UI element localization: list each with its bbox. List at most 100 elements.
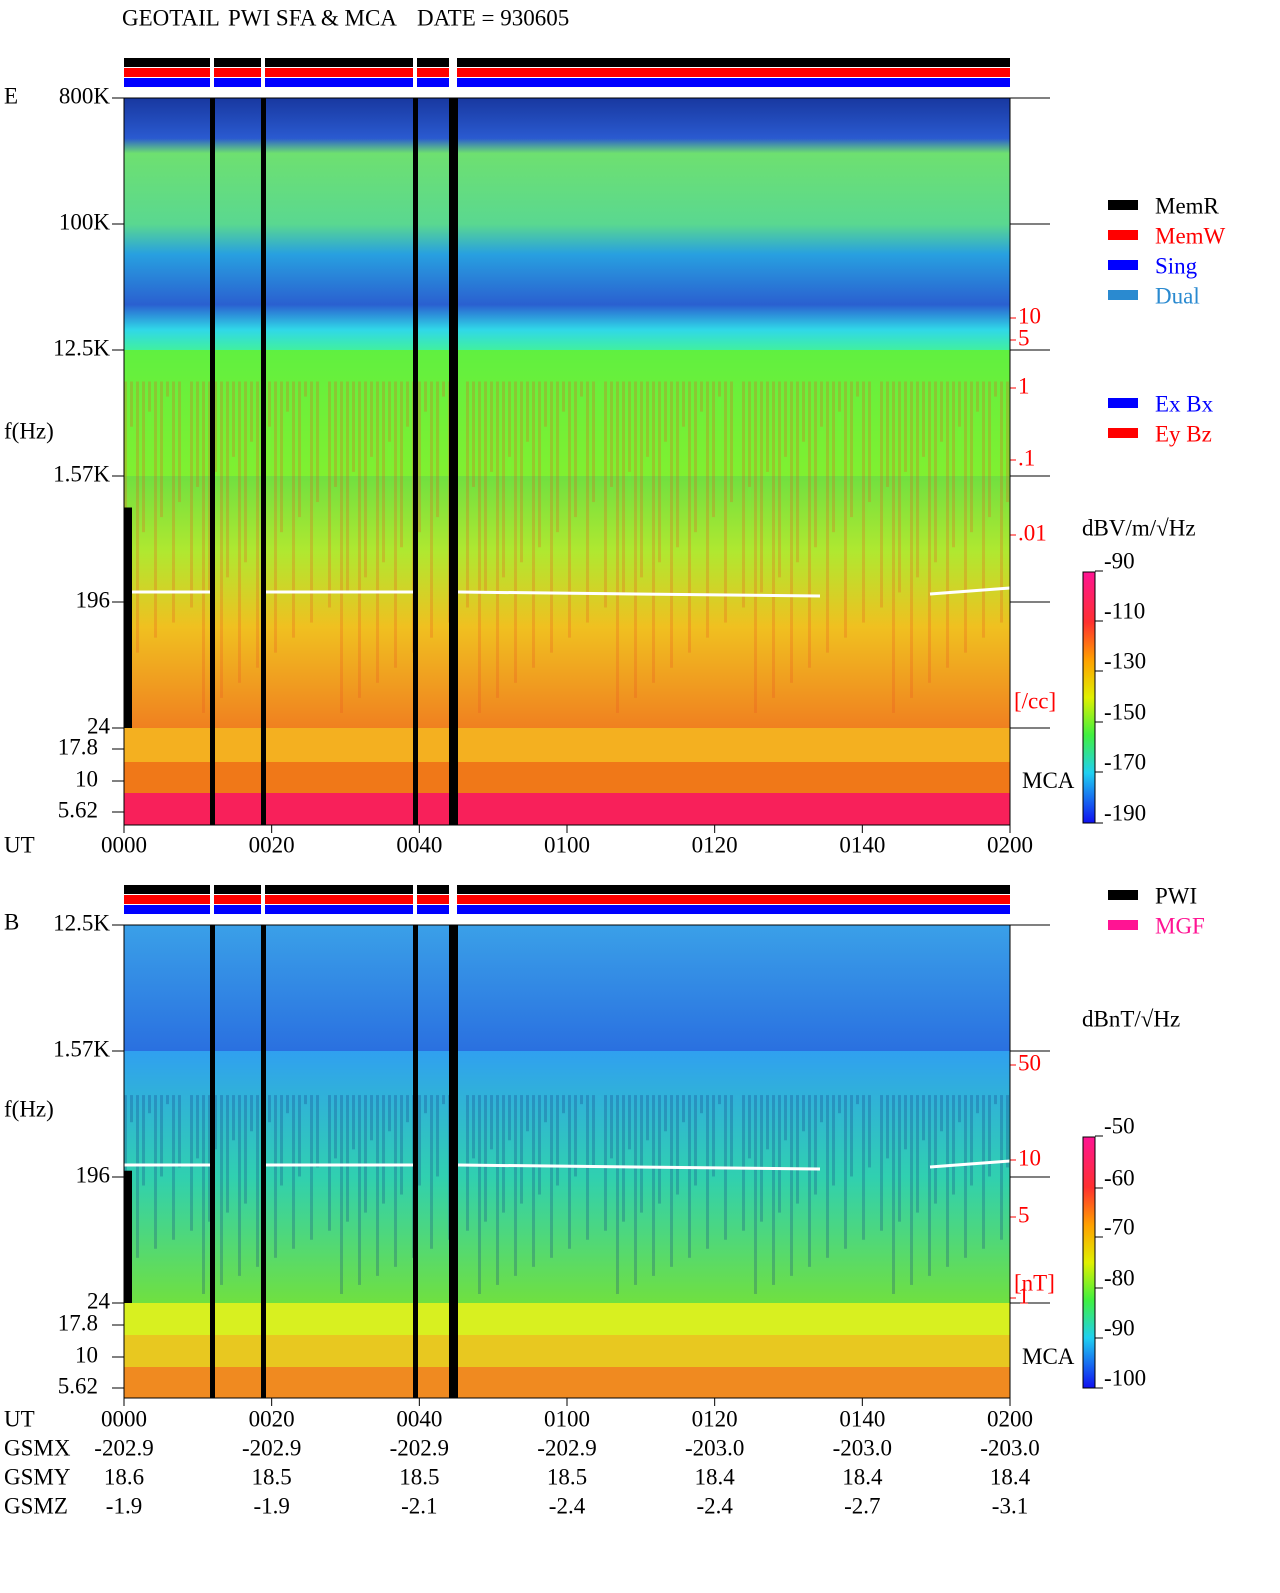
legend-swatch [1108,428,1138,438]
colorbar-tick-label: -60 [1104,1165,1135,1190]
spectrogram-streak [574,1095,577,1177]
colorbar-tick-label: -80 [1104,1265,1135,1290]
spectrogram-streak [640,1095,643,1213]
mca-tick-label: 17.8 [58,734,98,759]
x-tick-label: 0000 [101,832,147,857]
spectrogram-streak [286,381,289,412]
spectrogram-streak [826,1095,829,1258]
spectrogram-streak [868,1095,871,1168]
spectrogram-streak [430,381,433,638]
status-gap [449,58,457,87]
legend-swatch [1108,230,1138,240]
side-tick-label: 1 [1018,373,1030,398]
spectrogram-streak [418,381,421,533]
spectrogram-streak [370,1095,373,1141]
spectrogram-streak [358,381,361,698]
spectrogram-streak [568,381,571,638]
spectrogram-streak [562,1095,565,1114]
spectrogram-streak [136,1095,139,1258]
colorbar [1082,571,1096,824]
spectrogram-streak [382,1095,385,1204]
spectrogram-streak [772,1095,775,1285]
spectrogram-streak [430,1095,433,1249]
spectrogram-streak [526,381,529,442]
legend-label: Sing [1155,253,1198,278]
spectrogram-streak [244,1095,247,1204]
spectrogram-streak [814,381,817,548]
spectrogram-streak [724,381,727,623]
spectrogram-streak [232,1095,235,1141]
spectrogram-streak [532,1095,535,1267]
x-tick-label: 0120 [692,832,738,857]
spectrogram-streak [940,1095,943,1132]
spectrogram-streak [502,381,505,578]
spectrogram-streak [664,1095,667,1132]
spectrogram-streak [730,1095,733,1168]
spectrogram-streak [172,1095,175,1240]
spectrogram-streak [238,381,241,683]
spectrogram-streak [838,1095,841,1114]
x-tick-label: 0020 [249,1406,295,1431]
side-tick-label: 50 [1018,1050,1041,1075]
spectrogram-streak [766,1095,769,1150]
spectrogram-streak [910,381,913,698]
spectrogram-streak [286,1095,289,1114]
spectrogram-streak [856,1095,859,1105]
spectrogram-streak [718,381,721,397]
colorbar-tick-label: -50 [1104,1113,1135,1138]
spectrogram-streak [700,381,703,412]
legend-swatch [1108,890,1138,900]
orbit-value: -203.0 [685,1435,744,1460]
data-gap [449,925,458,1398]
spectrogram-streak [250,1095,253,1132]
orbit-label: GSMY [4,1464,71,1489]
spectrogram-streak [292,381,295,638]
spectrogram-streak [220,1095,223,1285]
spectrogram-streak [418,1095,421,1186]
legend-label: MGF [1155,913,1205,938]
status-bar [124,78,1010,87]
spectrogram-streak [394,1095,397,1267]
data-gap [210,925,215,1398]
spectrogram-streak [628,1095,631,1150]
spectrogram-streak [808,1095,811,1267]
spectrogram-streak [748,381,751,487]
side-tick-label: 5 [1018,325,1030,350]
legend-label: Dual [1155,283,1200,308]
spectrogram-streak [436,1095,439,1177]
spectrogram-streak [298,381,301,518]
orbit-value: 18.5 [547,1464,587,1489]
colorbar [1082,1136,1096,1389]
spectrogram-streak [604,381,607,608]
spectrogram-streak [754,381,757,713]
spectrogram-streak [304,381,307,397]
spectrogram-streak [130,381,133,427]
spectrogram-streak [502,1095,505,1213]
legend-swatch [1108,290,1138,300]
spectrogram-streak [544,1095,547,1123]
spectrogram-streak [934,1095,937,1204]
y-tick-label: 24 [87,713,111,738]
mca-tick-label: 10 [75,1342,98,1367]
spectrogram-streak [916,1095,919,1213]
colorbar-tick-label: -100 [1104,1365,1146,1390]
spectrogram-streak [166,1095,169,1105]
spectrogram-streak [682,381,685,427]
colorbar-tick-label: -170 [1104,749,1146,774]
spectrogram-streak [712,381,715,518]
side-unit: [/cc] [1014,688,1056,713]
spectrogram-streak [778,1095,781,1213]
legend-label: Ex Bx [1155,391,1214,416]
spectrogram-streak [760,381,763,593]
title-instrument: PWI SFA & MCA [228,5,397,30]
spectrogram-streak [670,381,673,668]
orbit-value: 18.4 [695,1464,736,1489]
spectrogram-streak [832,1095,835,1186]
side-tick-label: 1 [1018,1283,1030,1308]
spectrogram-streak [850,1095,853,1177]
spectrogram-streak [328,381,331,608]
spectrogram-streak [928,381,931,683]
spectrogram-streak [790,381,793,683]
spectrogram-streak [352,381,355,472]
spectrogram-streak [880,1095,883,1231]
